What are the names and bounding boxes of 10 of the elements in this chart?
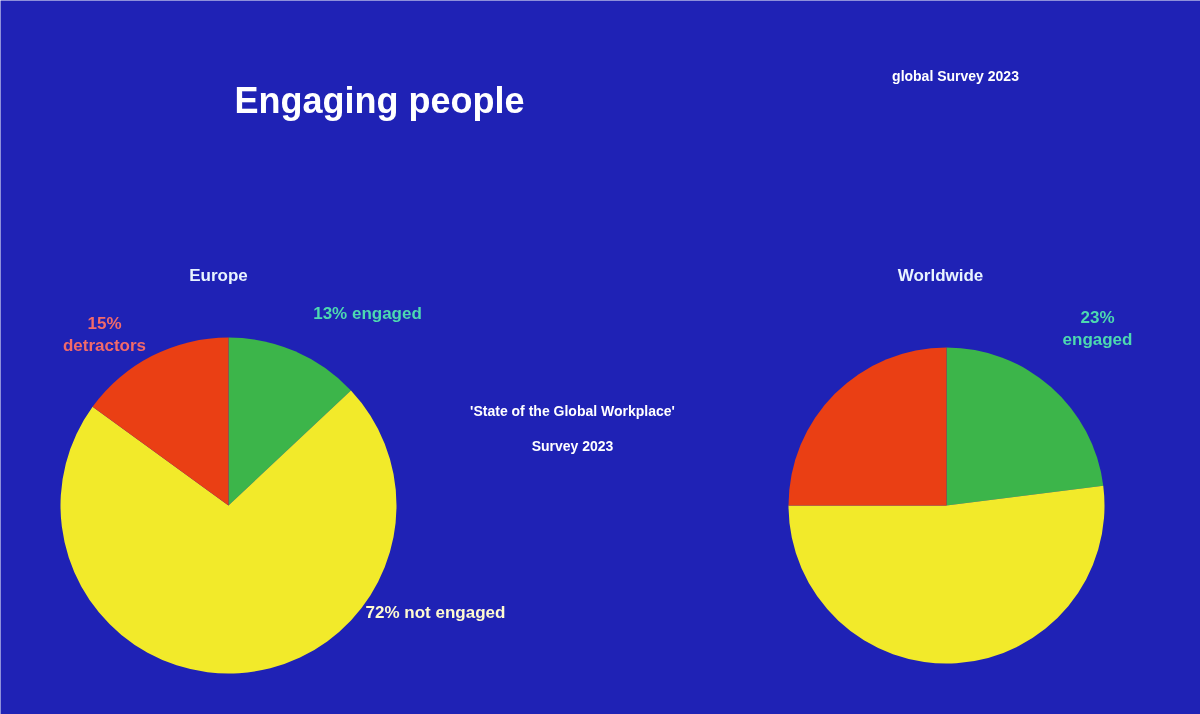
slice-label: 72% not engaged	[365, 603, 506, 622]
chart-title: Worldwide	[897, 266, 984, 285]
text: 'State of the Global Workplace'	[470, 402, 675, 419]
text: global Survey 2023	[892, 67, 1020, 84]
slice-label: 15% detractors	[62, 313, 147, 356]
text: Engaging people	[234, 80, 525, 121]
text: Survey 2023	[531, 437, 614, 454]
chart-title: Europe	[189, 266, 248, 285]
slice-label: 13% engaged	[313, 304, 422, 323]
slice-label: 23% engaged	[1062, 307, 1133, 350]
